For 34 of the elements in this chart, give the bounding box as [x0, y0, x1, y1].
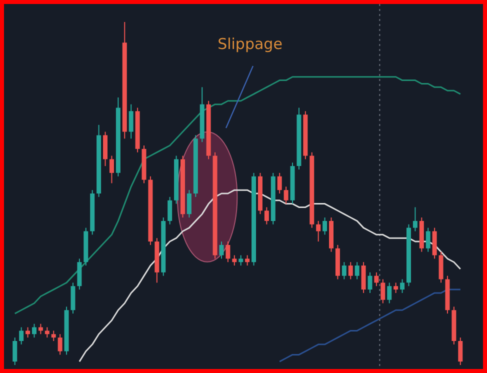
candlestick: [219, 241, 224, 260]
candlestick: [277, 172, 282, 194]
candlestick: [109, 155, 114, 184]
candlestick: [128, 104, 134, 140]
candlestick: [342, 262, 346, 280]
candlestick: [51, 330, 56, 342]
candlestick: [368, 272, 372, 294]
candlestick: [322, 217, 328, 236]
candlestick: [374, 272, 379, 287]
candlestick: [26, 326, 30, 338]
candlestick: [412, 206, 418, 232]
candlestick: [354, 262, 360, 280]
candlestick: [348, 262, 353, 280]
candlestick: [387, 282, 392, 304]
candlestick: [168, 196, 172, 225]
candlestick: [186, 190, 192, 218]
candlestick: [238, 254, 244, 266]
candlestick: [226, 241, 230, 263]
candlestick: [264, 206, 269, 225]
candlestick: [426, 227, 430, 252]
candlestick: [12, 337, 18, 366]
annotation: Slippage: [218, 35, 282, 53]
candlestick: [245, 254, 250, 266]
candlestick: [380, 278, 386, 304]
candlestick: [394, 282, 398, 294]
candlestick: [58, 334, 62, 356]
candlestick: [284, 186, 288, 204]
candlestick: [232, 254, 237, 266]
candlestick: [19, 326, 24, 345]
candlestick: [32, 323, 36, 338]
candlestick: [400, 278, 405, 294]
candlestick: [458, 337, 463, 366]
candlestick: [316, 220, 321, 242]
candlestick: [44, 326, 50, 338]
